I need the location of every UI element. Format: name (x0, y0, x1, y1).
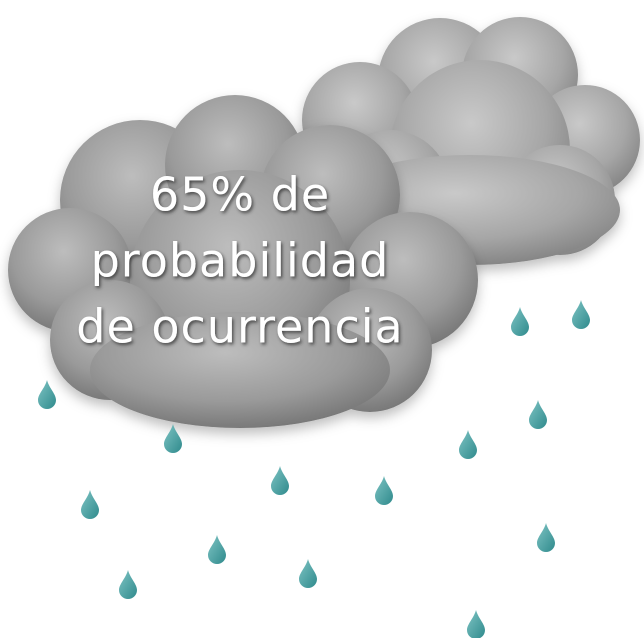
raindrop (271, 466, 289, 495)
raindrop (119, 570, 137, 599)
raindrop (375, 476, 393, 505)
raindrop (529, 400, 547, 429)
raindrop (467, 610, 485, 638)
raindrop (572, 300, 590, 329)
raindrop (164, 424, 182, 453)
page: 65% de probabilidad de ocurrencia (() =>… (0, 0, 644, 638)
raindrop (537, 523, 555, 552)
raindrop (38, 380, 56, 409)
illustration: 65% de probabilidad de ocurrencia (0, 0, 644, 638)
raindrop (208, 535, 226, 564)
raindrop (81, 490, 99, 519)
raindrop (299, 559, 317, 588)
caption-line: probabilidad (91, 234, 390, 288)
caption-line: 65% de (150, 168, 330, 222)
raindrop (511, 307, 529, 336)
raindrop (459, 430, 477, 459)
caption-line: de ocurrencia (76, 300, 403, 354)
